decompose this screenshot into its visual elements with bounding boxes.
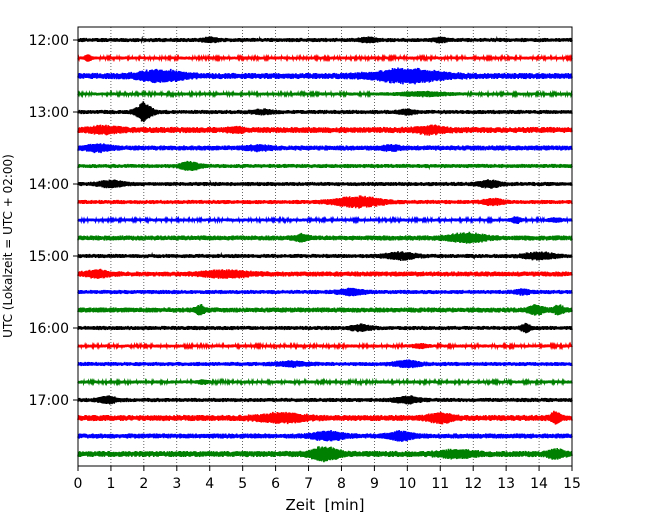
trace-row xyxy=(77,410,573,425)
x-tick-label: 1 xyxy=(106,476,115,492)
y-tick-label: 13:00 xyxy=(29,105,69,121)
trace-row xyxy=(77,35,573,45)
trace-row xyxy=(77,304,573,316)
trace-row xyxy=(77,89,573,99)
trace-row xyxy=(77,429,573,442)
trace-row xyxy=(77,195,573,209)
x-tick-label: 15 xyxy=(563,476,581,492)
y-axis-ticks: 12:00 13:00 14:00 15:00 16:00 17:00 xyxy=(29,33,78,409)
y-tick-label: 16:00 xyxy=(29,321,69,337)
y-axis-label: UTC (Lokalzeit = UTC + 02:00) xyxy=(1,154,15,338)
trace-row xyxy=(77,377,573,387)
trace-row xyxy=(77,101,573,123)
x-tick-label: 3 xyxy=(172,476,181,492)
trace-row xyxy=(77,322,573,334)
seismic-traces xyxy=(77,35,573,463)
x-tick-label: 5 xyxy=(238,476,247,492)
x-tick-label: 13 xyxy=(497,476,515,492)
x-tick-label: 6 xyxy=(271,476,280,492)
trace-row xyxy=(77,268,573,279)
y-tick-label: 12:00 xyxy=(29,33,69,49)
x-tick-label: 10 xyxy=(398,476,416,492)
x-axis-ticks: 0 1 2 3 4 5 6 7 8 9 10 11 12 13 14 15 xyxy=(74,466,581,492)
x-tick-label: 14 xyxy=(530,476,548,492)
x-tick-label: 7 xyxy=(304,476,313,492)
trace-row xyxy=(77,215,573,225)
trace-row xyxy=(77,179,573,189)
trace-row xyxy=(77,395,573,405)
x-tick-label: 9 xyxy=(370,476,379,492)
plot-frame xyxy=(77,26,573,467)
x-tick-label: 8 xyxy=(337,476,346,492)
x-tick-label: 2 xyxy=(139,476,148,492)
trace-row xyxy=(77,231,573,244)
trace-row xyxy=(77,143,573,154)
x-tick-label: 11 xyxy=(431,476,449,492)
y-tick-label: 15:00 xyxy=(29,249,69,265)
trace-row xyxy=(77,446,573,463)
trace-row xyxy=(77,341,573,351)
trace-row xyxy=(77,287,573,297)
x-tick-label: 0 xyxy=(74,476,83,492)
y-tick-label: 14:00 xyxy=(29,177,69,193)
x-grid xyxy=(110,27,540,466)
x-tick-label: 4 xyxy=(205,476,214,492)
trace-row xyxy=(77,160,573,172)
y-tick-label: 17:00 xyxy=(29,393,69,409)
x-axis-label: Zeit [min] xyxy=(285,496,364,514)
trace-row xyxy=(77,359,573,369)
trace-row xyxy=(77,53,573,63)
trace-row xyxy=(77,251,573,261)
trace-row xyxy=(77,124,573,136)
x-tick-label: 12 xyxy=(464,476,482,492)
trace-row xyxy=(77,67,573,85)
